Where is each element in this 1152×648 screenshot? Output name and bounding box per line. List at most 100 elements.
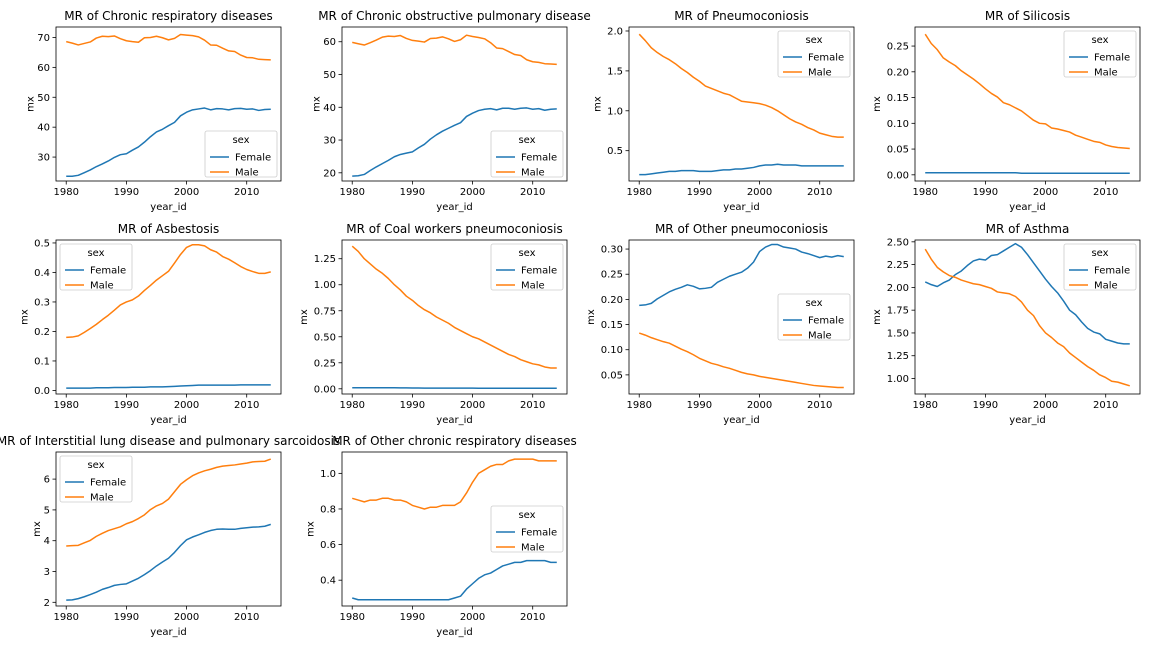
legend-label-female: Female	[521, 266, 557, 277]
y-tick-label: 1.50	[887, 328, 909, 339]
legend-box	[1063, 243, 1137, 291]
legend: sex Female Male	[59, 243, 133, 292]
x-tick-label: 2000	[460, 187, 485, 198]
y-tick-label: 0.5	[34, 238, 50, 249]
legend-box	[204, 130, 278, 178]
y-tick-label: 0.6	[320, 540, 336, 551]
y-tick-label: 1.00	[887, 374, 909, 385]
y-tick-label: 0.05	[601, 370, 623, 381]
x-axis-label: year_id	[150, 202, 186, 213]
y-tick-label: 0.8	[320, 504, 336, 515]
x-axis-label: year_id	[436, 202, 472, 213]
y-tick-label: 0.25	[887, 42, 909, 53]
axes-frame	[55, 26, 282, 182]
y-tick-label: 0.10	[887, 119, 909, 130]
legend-box	[490, 130, 564, 178]
series-line-male	[66, 243, 271, 339]
x-tick-label: 2000	[460, 612, 485, 623]
y-tick-label: 1.5	[607, 66, 623, 77]
y-tick-label: 3	[44, 567, 50, 578]
x-axis-label: year_id	[436, 415, 472, 426]
y-axis-label: mx	[872, 96, 883, 112]
legend-label-female: Female	[1094, 53, 1130, 64]
y-tick-label: 0.00	[314, 384, 336, 395]
x-axis-label: year_id	[150, 415, 186, 426]
x-tick-label: 1990	[973, 187, 998, 198]
x-tick-label: 2000	[174, 400, 199, 411]
series-line-female	[352, 559, 557, 601]
y-tick-label: 1.75	[887, 306, 909, 317]
series-line-female	[925, 172, 1130, 175]
y-axis-label: mx	[26, 96, 37, 112]
legend-title: sex	[518, 135, 535, 146]
subplot-6: MR of Coal workers pneumoconiosis 1980 199…	[299, 222, 568, 426]
x-axis-label: year_id	[1009, 415, 1045, 426]
legend-label-female: Female	[808, 53, 844, 64]
chart-title: MR of Other pneumoconiosis	[655, 222, 828, 236]
x-tick-label: 2010	[234, 400, 259, 411]
x-tick-label: 1980	[54, 612, 79, 623]
y-tick-label: 0.50	[314, 332, 336, 343]
legend-label-male: Male	[521, 168, 545, 179]
x-tick-label: 2000	[174, 612, 199, 623]
y-tick-label: 50	[37, 93, 50, 104]
x-tick-label: 1990	[973, 400, 998, 411]
x-tick-label: 2000	[1033, 187, 1058, 198]
series-line-male	[352, 458, 557, 510]
series-line-female	[66, 384, 271, 389]
chart-title: MR of Pneumoconiosis	[674, 9, 809, 23]
axes-frame	[914, 26, 1141, 182]
y-tick-label: 0.10	[601, 345, 623, 356]
series-line-male	[924, 33, 1130, 150]
y-axis-label: mx	[592, 96, 603, 112]
chart-title: MR of Asbestosis	[118, 222, 219, 236]
y-tick-label: 2	[44, 598, 50, 609]
legend-title: sex	[1091, 35, 1108, 46]
legend-box	[490, 505, 564, 553]
y-tick-label: 0.5	[607, 146, 623, 157]
legend-title: sex	[805, 35, 822, 46]
series-line-male	[66, 33, 271, 61]
legend-label-female: Female	[90, 266, 126, 277]
y-tick-label: 0.0	[34, 386, 50, 397]
series-line-female	[639, 163, 844, 176]
x-tick-label: 2010	[234, 612, 259, 623]
x-tick-label: 2010	[1093, 187, 1118, 198]
x-axis-label: year_id	[723, 415, 759, 426]
axes-frame	[341, 239, 568, 395]
legend: sex Female Male	[204, 130, 278, 179]
x-tick-label: 2010	[234, 187, 259, 198]
y-tick-label: 40	[37, 123, 50, 134]
legend-title: sex	[87, 460, 104, 471]
chart-title: MR of Coal workers pneumoconiosis	[346, 222, 562, 236]
x-axis-label: year_id	[436, 627, 472, 638]
legend: sex Female Male	[59, 455, 133, 504]
x-tick-label: 1980	[913, 187, 938, 198]
x-tick-label: 1990	[114, 400, 139, 411]
y-tick-label: 2.0	[607, 26, 623, 37]
x-tick-label: 2010	[520, 187, 545, 198]
x-tick-label: 1980	[627, 187, 652, 198]
axes-frame	[55, 239, 282, 395]
x-tick-label: 2010	[520, 612, 545, 623]
x-tick-label: 1990	[114, 612, 139, 623]
axes-frame	[914, 239, 1141, 395]
y-tick-label: 2.25	[887, 260, 909, 271]
y-tick-label: 2.50	[887, 237, 909, 248]
y-tick-label: 5	[44, 505, 50, 516]
series-line-male	[638, 332, 844, 389]
series-line-female	[66, 107, 271, 177]
x-tick-label: 1980	[54, 400, 79, 411]
y-tick-label: 0.05	[887, 145, 909, 156]
y-tick-label: 0.15	[887, 93, 909, 104]
x-tick-label: 1980	[54, 187, 79, 198]
legend-label-female: Female	[235, 153, 271, 164]
legend-box	[59, 243, 133, 291]
y-tick-label: 70	[37, 33, 50, 44]
legend-title: sex	[232, 135, 249, 146]
subplot-5: MR of Asbestosis 1980 1990 2000 2010 0.0 0.1 0.…	[19, 222, 282, 426]
legend-label-male: Male	[1094, 68, 1118, 79]
legend-label-male: Male	[521, 281, 545, 292]
y-tick-label: 50	[323, 70, 336, 81]
